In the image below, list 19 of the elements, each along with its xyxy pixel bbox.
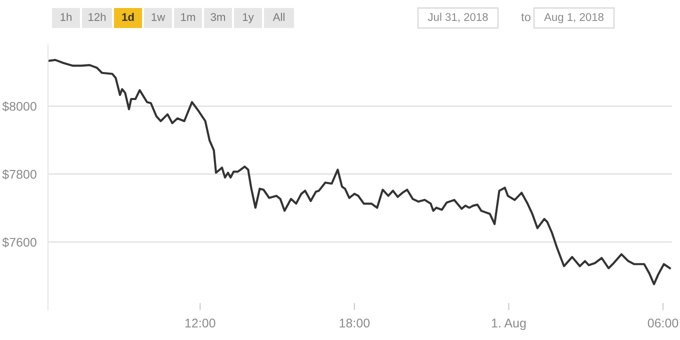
y-tick-label: $7600	[2, 237, 36, 248]
text: 1m	[181, 13, 195, 21]
text: 3m	[210, 13, 225, 21]
text: 12h	[88, 12, 106, 21]
text: Jul 31, 2018	[428, 12, 488, 22]
x-tick-label: 06:00	[648, 318, 678, 328]
y-tick-label: $7800	[2, 169, 36, 180]
text: 1d	[122, 12, 134, 21]
text: 1w	[152, 13, 166, 21]
x-tick-label: 12:00	[185, 318, 216, 328]
line-series	[48, 58, 671, 286]
text: to	[521, 13, 530, 22]
text: 1y	[242, 13, 254, 24]
text: All	[272, 12, 284, 21]
x-tick-label: 1. Aug	[492, 318, 526, 330]
x-tick-label: 18:00	[340, 318, 370, 328]
y-tick-label: $8000	[2, 101, 36, 112]
text: 1h	[60, 12, 72, 21]
text: Aug 1, 2018	[544, 13, 604, 24]
